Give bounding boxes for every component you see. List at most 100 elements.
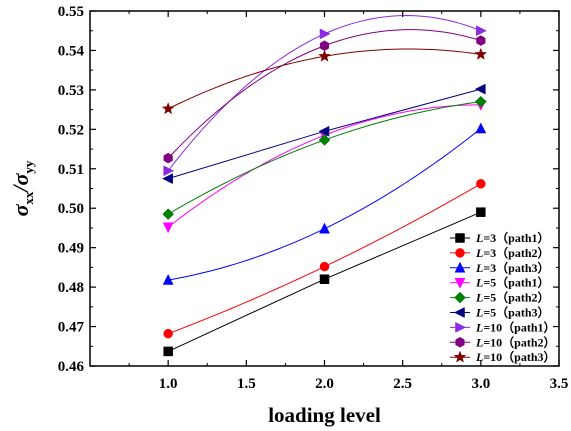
y-tick-label: 0.50 <box>58 201 84 217</box>
legend-marker <box>455 337 465 348</box>
y-label-sub-1: xx <box>21 191 36 205</box>
y-label-mid: /σ <box>8 172 33 193</box>
data-point <box>319 261 330 272</box>
legend-marker <box>454 277 466 289</box>
x-tick-label: 1.0 <box>159 376 178 392</box>
legend-label: L=5（path1） <box>475 275 550 290</box>
data-point <box>319 40 330 51</box>
legend-item: L=3（path2） <box>450 245 550 260</box>
legend-item: L=5（path2） <box>450 290 550 305</box>
legend-item: L=3（path3） <box>450 260 550 275</box>
legend-label: L=10（path3） <box>475 349 556 364</box>
legend-marker <box>455 233 465 243</box>
x-tick-label: 2.5 <box>393 376 412 392</box>
legend-marker <box>453 307 465 318</box>
legend-marker <box>453 350 467 363</box>
y-tick-label: 0.47 <box>58 320 85 336</box>
y-tick-label: 0.53 <box>58 83 84 99</box>
data-point <box>162 222 174 234</box>
legend-item: L=10（path2） <box>450 334 556 349</box>
data-point <box>163 165 175 177</box>
legend-marker <box>454 291 466 304</box>
data-point <box>474 83 486 95</box>
data-point <box>319 274 330 284</box>
data-point <box>162 173 173 185</box>
legend-label: L=5（path3） <box>475 305 550 320</box>
legend-label-rest: =10（path3） <box>483 349 555 364</box>
legend-label-prefix: L <box>475 231 483 245</box>
legend-label-prefix: L <box>475 306 483 320</box>
legend-label-prefix: L <box>475 320 483 334</box>
data-point <box>476 35 486 46</box>
data-point <box>319 28 331 40</box>
data-point <box>476 207 486 217</box>
ticks-layer: 1.0 1.5 2.0 2.5 3.0 3.5 0.46 0.47 0.48 0.49 0.50 0.… <box>58 4 569 392</box>
legend-label: L=3（path1） <box>475 230 550 245</box>
y-tick-label: 0.55 <box>58 4 84 20</box>
data-point <box>475 122 487 134</box>
data-point <box>163 328 173 339</box>
legend-label-rest: =5（path3） <box>483 305 549 320</box>
data-point <box>476 25 487 37</box>
series-5 <box>162 95 487 220</box>
legend-label: L=10（path1） <box>475 319 556 334</box>
legend-label-rest: =3（path3） <box>483 260 549 275</box>
y-tick-label: 0.54 <box>58 43 85 59</box>
y-tick-label: 0.46 <box>58 359 85 375</box>
legend-marker <box>455 321 467 333</box>
data-point <box>318 49 331 62</box>
legend-item: L=5（path1） <box>450 275 550 290</box>
data-point <box>318 125 330 137</box>
legend-label-rest: =3（path1） <box>483 230 549 245</box>
legend-label: L=5（path2） <box>475 290 550 305</box>
legend: L=3（path1）L=3（path2）L=3（path3）L=5（path1）… <box>450 230 556 364</box>
legend-label-rest: =3（path2） <box>483 245 549 260</box>
legend-label-prefix: L <box>475 350 483 364</box>
x-tick-label: 3.5 <box>550 376 569 392</box>
series-9 <box>161 47 488 115</box>
legend-label: L=10（path2） <box>475 334 556 349</box>
data-point <box>476 179 486 189</box>
x-tick-label: 3.0 <box>471 376 490 392</box>
series-6 <box>162 83 486 185</box>
data-point <box>163 152 173 164</box>
y-label-sub-2: yy <box>21 160 36 174</box>
legend-label-rest: =10（path1） <box>483 319 555 334</box>
series-2 <box>163 179 486 339</box>
data-point <box>162 208 175 220</box>
legend-label-rest: =10（path2） <box>483 334 555 349</box>
legend-label-rest: =5（path2） <box>483 290 549 305</box>
legend-label-prefix: L <box>475 291 483 305</box>
data-point <box>474 47 488 60</box>
data-point <box>474 95 487 108</box>
legend-marker <box>454 261 466 273</box>
data-point <box>318 134 331 146</box>
x-tick-label: 1.5 <box>237 376 256 392</box>
y-label-sigma-1: σ <box>8 203 33 216</box>
series-7 <box>163 15 487 177</box>
legend-item: L=10（path3） <box>450 349 556 364</box>
series-3 <box>162 122 487 285</box>
x-axis-label: loading level <box>268 403 381 427</box>
y-axis-label: σxx/σyy <box>8 160 36 216</box>
legend-item: L=5（path3） <box>450 305 550 320</box>
legend-label-prefix: L <box>475 261 483 275</box>
legend-label-prefix: L <box>475 335 483 349</box>
y-tick-label: 0.49 <box>58 241 84 257</box>
series-1 <box>163 207 486 357</box>
y-tick-label: 0.48 <box>58 280 84 296</box>
series-8 <box>163 29 486 164</box>
legend-label: L=3（path3） <box>475 260 550 275</box>
legend-label: L=3（path2） <box>475 245 550 260</box>
legend-label-prefix: L <box>475 246 483 260</box>
legend-label-prefix: L <box>475 276 483 290</box>
series-layer <box>161 15 488 357</box>
y-tick-label: 0.51 <box>58 162 84 178</box>
legend-marker <box>455 248 465 258</box>
legend-item: L=10（path1） <box>450 319 556 334</box>
data-point <box>319 222 330 234</box>
data-point <box>162 273 174 285</box>
y-tick-label: 0.52 <box>58 122 84 138</box>
